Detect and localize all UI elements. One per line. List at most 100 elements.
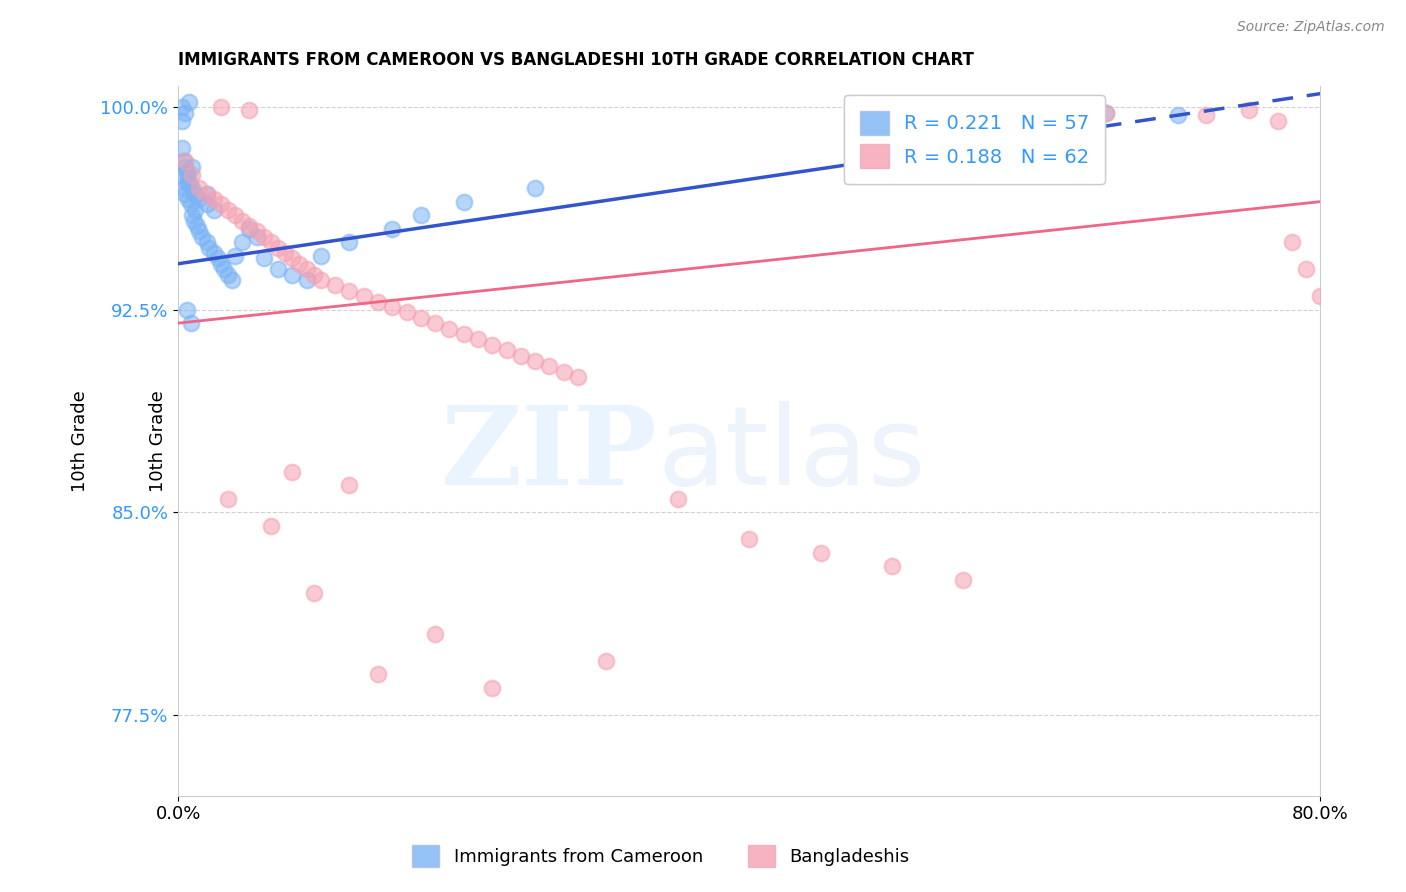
Point [179,95,201,109]
Point [188,181,211,195]
Point [281,252,304,266]
Point [231,235,253,249]
Point [453,194,475,209]
Point [467,332,489,346]
Point [309,249,332,263]
Point [174,154,197,169]
Point [202,192,225,206]
Y-axis label: 10th Grade: 10th Grade [72,390,89,491]
Point [207,252,229,266]
Point [170,168,193,182]
Point [174,160,197,174]
Point [288,257,311,271]
Point [174,186,197,201]
Point [395,305,418,319]
Point [172,113,194,128]
Text: ZIP: ZIP [441,401,658,508]
Point [1281,235,1303,249]
Point [409,208,432,222]
Point [217,268,239,282]
Point [172,100,194,114]
Point [177,170,200,185]
Point [176,176,198,190]
Point [538,359,561,374]
Point [184,202,207,217]
Point [595,654,617,668]
Point [281,465,304,479]
Point [174,105,197,120]
Point [184,186,207,201]
Point [1024,103,1046,117]
Point [180,197,202,211]
Point [195,235,218,249]
Point [176,165,198,179]
Point [246,229,269,244]
Point [267,262,290,277]
Point [209,100,232,114]
Point [238,103,260,117]
Point [267,241,290,255]
Point [339,235,361,249]
Point [367,667,389,681]
Point [666,491,689,506]
Point [439,321,461,335]
Point [295,262,318,277]
Point [952,573,974,587]
Point [195,197,218,211]
Point [188,224,211,238]
Point [339,284,361,298]
Point [172,140,194,154]
Point [509,349,531,363]
Point [1295,262,1317,277]
Point [224,249,246,263]
Point [238,219,260,233]
Point [302,268,325,282]
Point [238,221,260,235]
Point [181,208,204,222]
Point [212,262,235,277]
Point [381,300,404,314]
Point [209,257,232,271]
Point [567,370,589,384]
Point [409,310,432,325]
Legend: Immigrants from Cameroon, Bangladeshis: Immigrants from Cameroon, Bangladeshis [405,838,917,874]
Point [423,316,446,330]
Point [952,113,974,128]
Point [253,229,276,244]
Point [481,681,503,695]
Text: IMMIGRANTS FROM CAMEROON VS BANGLADESHI 10TH GRADE CORRELATION CHART: IMMIGRANTS FROM CAMEROON VS BANGLADESHI … [179,51,974,69]
Point [183,213,205,227]
Point [180,316,202,330]
Point [295,273,318,287]
Point [1237,103,1260,117]
Point [202,202,225,217]
Point [173,154,195,169]
Point [880,559,903,574]
Legend: R = 0.221   N = 57, R = 0.188   N = 62: R = 0.221 N = 57, R = 0.188 N = 62 [844,95,1105,184]
Point [260,518,283,533]
Y-axis label: 10th Grade: 10th Grade [149,390,167,491]
Point [524,354,547,368]
Point [177,192,200,206]
Point [453,326,475,341]
Text: Source: ZipAtlas.com: Source: ZipAtlas.com [1237,20,1385,34]
Point [181,160,204,174]
Point [221,273,243,287]
Point [810,546,832,560]
Point [738,532,761,546]
Point [181,168,204,182]
Point [181,181,204,195]
Point [1095,105,1118,120]
Point [179,176,201,190]
Point [309,273,332,287]
Point [1167,108,1189,122]
Point [281,268,304,282]
Point [186,219,208,233]
Point [423,626,446,640]
Point [481,338,503,352]
Point [323,278,346,293]
Point [367,294,389,309]
Point [524,181,547,195]
Point [1195,108,1218,122]
Point [188,192,211,206]
